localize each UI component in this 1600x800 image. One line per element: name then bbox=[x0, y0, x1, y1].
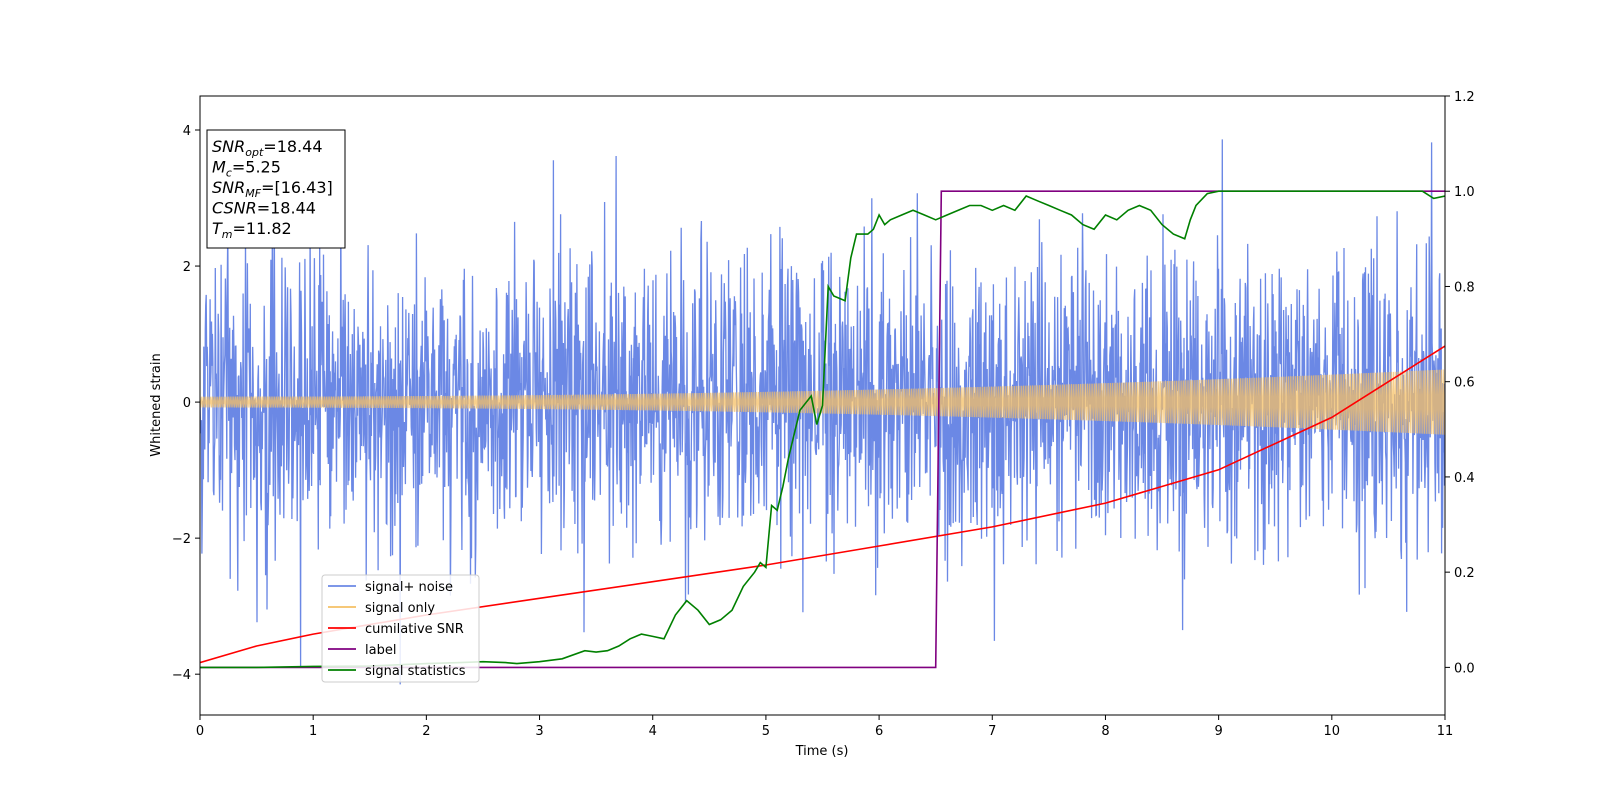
y2-tick-label: 0.4 bbox=[1454, 471, 1475, 486]
x-tick-label: 3 bbox=[535, 724, 543, 739]
series-signal-statistics-line bbox=[200, 190, 1445, 669]
x-tick-label: 8 bbox=[1101, 724, 1109, 739]
info-box-frame bbox=[206, 129, 346, 249]
legend: signal+ noise signal only cumilative SNR la… bbox=[321, 574, 480, 683]
y-tick-label: 4 bbox=[183, 124, 191, 139]
x-tick-label: 0 bbox=[196, 724, 204, 739]
info-line: SNRopt=18.44 bbox=[212, 137, 323, 159]
info-line: Mc=5.25 bbox=[212, 158, 281, 180]
y-axis-right: 0.0 0.2 0.4 0.6 0.8 1.0 1.2 bbox=[1445, 90, 1475, 676]
x-tick-label: 4 bbox=[649, 724, 657, 739]
x-tick-label: 1 bbox=[309, 724, 317, 739]
y-axis-label: Whitened strain bbox=[149, 353, 164, 456]
x-tick-label: 7 bbox=[988, 724, 996, 739]
x-tick-label: 10 bbox=[1324, 724, 1341, 739]
info-line: SNRMF=[16.43] bbox=[212, 178, 333, 200]
y-tick-label: −2 bbox=[172, 532, 191, 547]
info-line: CSNR=18.44 bbox=[212, 199, 316, 218]
y2-tick-label: 1.0 bbox=[1454, 185, 1475, 200]
y2-tick-label: 0.6 bbox=[1454, 376, 1475, 391]
x-axis: 0 1 2 3 4 5 6 7 8 9 10 11 bbox=[196, 715, 1453, 739]
series-signal-noise bbox=[200, 139, 1445, 685]
x-tick-label: 9 bbox=[1214, 724, 1222, 739]
series-label-line bbox=[200, 190, 1445, 669]
legend-frame bbox=[321, 574, 480, 683]
y2-tick-label: 0.0 bbox=[1454, 661, 1475, 676]
info-box: SNRopt=18.44Mc=5.25SNRMF=[16.43]CSNR=18.… bbox=[206, 129, 346, 249]
y-axis-left: −4 −2 0 2 4 bbox=[172, 124, 200, 683]
x-axis-label: Time (s) bbox=[795, 744, 849, 759]
y-tick-label: −4 bbox=[172, 668, 191, 683]
signal-noise-line bbox=[200, 139, 1445, 685]
plot-frame bbox=[199, 95, 1446, 716]
legend-label: cumilative SNR bbox=[365, 622, 464, 637]
y2-tick-label: 0.2 bbox=[1454, 566, 1475, 581]
legend-label: label bbox=[365, 643, 396, 658]
y-tick-label: 2 bbox=[183, 260, 191, 275]
legend-label: signal statistics bbox=[365, 664, 466, 679]
y2-tick-label: 0.8 bbox=[1454, 280, 1475, 295]
y2-tick-label: 1.2 bbox=[1454, 90, 1475, 105]
legend-label: signal+ noise bbox=[365, 580, 453, 595]
y-tick-label: 0 bbox=[183, 396, 191, 411]
x-tick-label: 5 bbox=[762, 724, 770, 739]
x-tick-label: 2 bbox=[422, 724, 430, 739]
info-line: Tm=11.82 bbox=[212, 219, 292, 241]
legend-label: signal only bbox=[365, 601, 435, 616]
x-tick-label: 11 bbox=[1437, 724, 1454, 739]
x-tick-label: 6 bbox=[875, 724, 883, 739]
